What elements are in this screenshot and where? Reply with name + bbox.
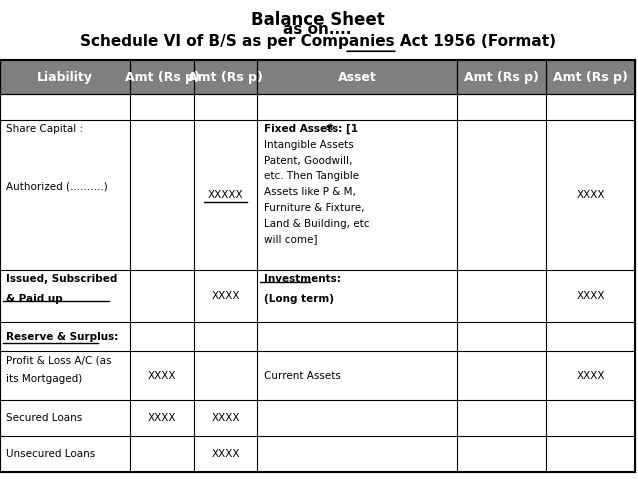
Text: Issued, Subscribed: Issued, Subscribed bbox=[6, 274, 118, 284]
Text: Fixed Assets: [1: Fixed Assets: [1 bbox=[263, 124, 357, 135]
Bar bbox=[0, 120, 635, 270]
Bar bbox=[0, 400, 635, 436]
Text: Secured Loans: Secured Loans bbox=[6, 413, 82, 423]
Text: XXXX: XXXX bbox=[211, 291, 240, 301]
Text: Amt (Rs p): Amt (Rs p) bbox=[124, 70, 200, 84]
Bar bbox=[0, 322, 635, 352]
Bar bbox=[0, 94, 635, 120]
Text: Amt (Rs p): Amt (Rs p) bbox=[553, 70, 628, 84]
Text: XXXX: XXXX bbox=[577, 190, 605, 200]
Text: Authorized (..........): Authorized (..........) bbox=[6, 182, 108, 192]
Text: Furniture & Fixture,: Furniture & Fixture, bbox=[263, 203, 364, 213]
Text: its Mortgaged): its Mortgaged) bbox=[6, 374, 82, 384]
Text: XXXX: XXXX bbox=[211, 413, 240, 423]
Text: as on....: as on.... bbox=[283, 22, 352, 36]
Text: Land & Building, etc: Land & Building, etc bbox=[263, 219, 369, 229]
Text: XXXX: XXXX bbox=[148, 371, 176, 381]
Text: Current Assets: Current Assets bbox=[263, 371, 341, 381]
Text: XXXX: XXXX bbox=[211, 449, 240, 459]
Text: Balance Sheet: Balance Sheet bbox=[251, 11, 385, 29]
Text: Assets like P & M,: Assets like P & M, bbox=[263, 187, 355, 197]
Text: st: st bbox=[326, 123, 334, 132]
Text: XXXX: XXXX bbox=[148, 413, 176, 423]
Bar bbox=[0, 352, 635, 400]
Text: Amt (Rs p): Amt (Rs p) bbox=[464, 70, 539, 84]
Text: Patent, Goodwill,: Patent, Goodwill, bbox=[263, 156, 352, 166]
Text: XXXX: XXXX bbox=[577, 371, 605, 381]
Text: Asset: Asset bbox=[338, 70, 376, 84]
Text: XXXX: XXXX bbox=[577, 291, 605, 301]
Text: Schedule VI of B/S as per Companies Act 1956 (Format): Schedule VI of B/S as per Companies Act … bbox=[80, 34, 556, 49]
Text: will come]: will come] bbox=[263, 235, 317, 244]
Text: Unsecured Loans: Unsecured Loans bbox=[6, 449, 96, 459]
Bar bbox=[0, 60, 635, 94]
Text: & Paid up: & Paid up bbox=[6, 294, 63, 304]
Bar bbox=[0, 270, 635, 322]
Text: Intangible Assets: Intangible Assets bbox=[263, 140, 353, 150]
Text: Reserve & Surplus:: Reserve & Surplus: bbox=[6, 332, 119, 342]
Text: Amt (Rs p): Amt (Rs p) bbox=[188, 70, 263, 84]
Text: XXXXX: XXXXX bbox=[208, 190, 243, 200]
Text: Investments:: Investments: bbox=[263, 274, 341, 284]
Text: Liability: Liability bbox=[37, 70, 93, 84]
Bar bbox=[0, 436, 635, 472]
Text: etc. Then Tangible: etc. Then Tangible bbox=[263, 171, 359, 182]
Text: (Long term): (Long term) bbox=[263, 294, 334, 304]
Text: Share Capital :: Share Capital : bbox=[6, 124, 84, 134]
Text: Profit & Loss A/C (as: Profit & Loss A/C (as bbox=[6, 355, 112, 365]
